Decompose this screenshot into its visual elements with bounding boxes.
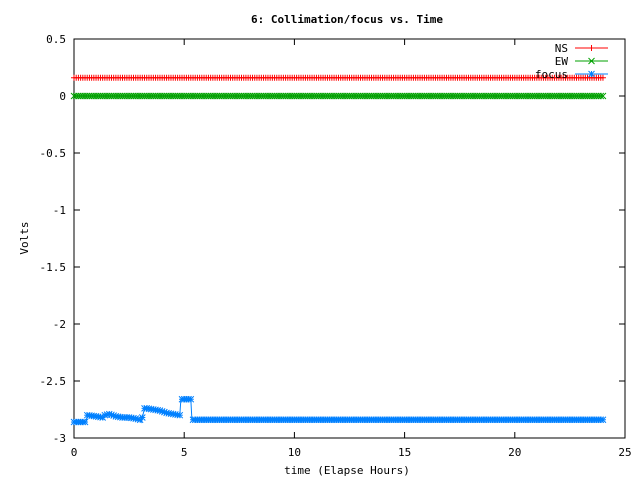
x-tick-label: 15 — [398, 446, 411, 459]
series-layer — [70, 74, 607, 426]
legend-label: NS — [555, 42, 568, 55]
y-tick-label: -1 — [53, 204, 66, 217]
x-tick-label: 5 — [181, 446, 188, 459]
y-axis-label: Volts — [18, 221, 31, 254]
data-point — [599, 416, 607, 424]
legend-marker — [588, 57, 595, 65]
y-tick-label: -1.5 — [40, 261, 67, 274]
data-point — [599, 92, 607, 100]
legend-marker — [588, 45, 595, 51]
data-point — [138, 414, 146, 421]
legend-marker — [588, 70, 595, 78]
x-tick-label: 10 — [288, 446, 301, 459]
x-tick-label: 25 — [618, 446, 631, 459]
data-point — [187, 395, 195, 403]
series-ew — [70, 92, 607, 100]
y-tick-label: -3 — [53, 432, 66, 445]
y-tick-label: 0 — [59, 90, 66, 103]
x-tick-label: 20 — [508, 446, 521, 459]
y-tick-label: -2 — [53, 318, 66, 331]
y-tick-label: -0.5 — [40, 147, 67, 160]
axis-ticks: 0 5 10 15 20 25 0.5 0 -0.5 -1 -1.5 -2 -2.5 -3 — [40, 33, 632, 459]
series-ns — [71, 74, 606, 81]
series-focus — [70, 395, 607, 426]
chart-title: 6: Collimation/focus vs. Time — [251, 13, 443, 26]
x-axis-label: time (Elapse Hours) — [284, 464, 410, 477]
legend-label: EW — [555, 55, 569, 68]
data-point — [176, 411, 184, 419]
data-point — [597, 92, 605, 100]
data-point — [599, 74, 606, 81]
y-tick-label: 0.5 — [46, 33, 66, 46]
y-tick-label: -2.5 — [40, 375, 67, 388]
data-point — [81, 418, 89, 426]
legend-label: focus — [535, 68, 568, 81]
x-tick-label: 0 — [71, 446, 78, 459]
plot-frame — [73, 38, 626, 439]
